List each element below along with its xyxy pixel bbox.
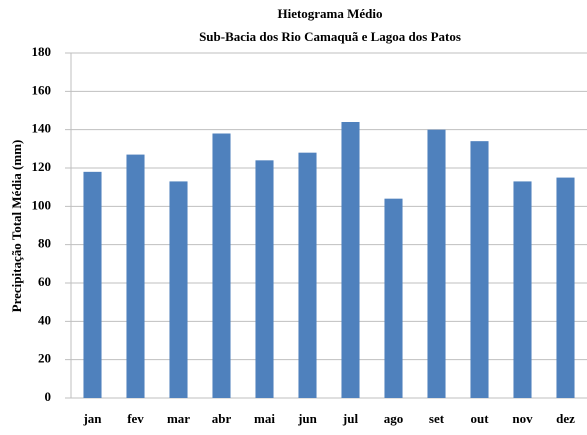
y-tick-label: 140 <box>32 121 52 136</box>
y-tick-label: 80 <box>38 236 51 251</box>
chart-title: Hietograma Médio <box>277 6 382 21</box>
bar <box>556 177 575 398</box>
bar <box>298 152 317 398</box>
bar <box>384 198 403 398</box>
y-tick-label: 40 <box>38 312 51 327</box>
x-tick-label: fev <box>127 411 144 426</box>
chart-subtitle: Sub-Bacia dos Rio Camaquã e Lagoa dos Pa… <box>199 29 461 44</box>
x-tick-label: abr <box>212 411 232 426</box>
x-tick-label: nov <box>512 411 533 426</box>
bar <box>83 171 102 398</box>
y-axis-label: Precipitação Total Média (mm) <box>9 140 24 313</box>
x-tick-label: mar <box>167 411 190 426</box>
y-tick-label: 100 <box>32 197 52 212</box>
x-tick-label: jan <box>82 411 102 426</box>
bar <box>470 141 489 398</box>
y-tick-label: 60 <box>38 274 51 289</box>
y-tick-label: 160 <box>32 82 52 97</box>
y-tick-label: 120 <box>32 159 52 174</box>
bar <box>255 160 274 398</box>
bar <box>169 181 188 398</box>
bar <box>126 154 145 398</box>
x-tick-label: jul <box>342 411 359 426</box>
y-tick-label: 0 <box>45 389 52 404</box>
x-tick-label: dez <box>556 411 575 426</box>
x-tick-label: out <box>470 411 489 426</box>
bar <box>513 181 532 398</box>
x-tick-label: jun <box>297 411 318 426</box>
bar <box>212 133 231 398</box>
bar <box>427 129 446 398</box>
bar <box>341 122 360 398</box>
y-tick-label: 20 <box>38 351 51 366</box>
y-tick-label: 180 <box>32 44 52 59</box>
x-tick-label: mai <box>254 411 275 426</box>
x-tick-label: set <box>429 411 445 426</box>
x-tick-label: ago <box>384 411 404 426</box>
